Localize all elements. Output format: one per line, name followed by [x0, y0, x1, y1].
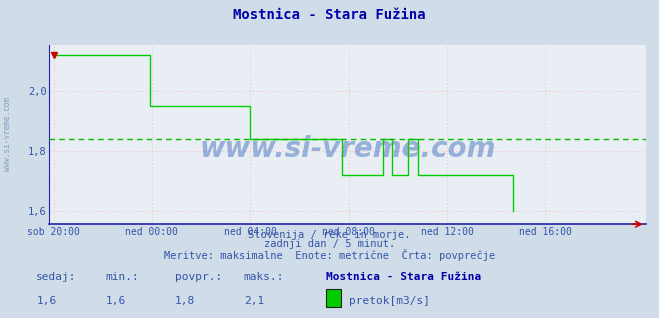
- Text: www.si-vreme.com: www.si-vreme.com: [200, 135, 496, 163]
- Text: povpr.:: povpr.:: [175, 272, 222, 282]
- Text: Slovenija / reke in morje.: Slovenija / reke in morje.: [248, 230, 411, 239]
- Text: 2,1: 2,1: [244, 296, 264, 306]
- Text: 1,8: 1,8: [175, 296, 195, 306]
- Text: Mostnica - Stara Fužina: Mostnica - Stara Fužina: [326, 272, 482, 282]
- Text: min.:: min.:: [105, 272, 139, 282]
- Text: Mostnica - Stara Fužina: Mostnica - Stara Fužina: [233, 8, 426, 22]
- Text: Meritve: maksimalne  Enote: metrične  Črta: povprečje: Meritve: maksimalne Enote: metrične Črta…: [164, 249, 495, 261]
- Text: 1,6: 1,6: [105, 296, 126, 306]
- Text: zadnji dan / 5 minut.: zadnji dan / 5 minut.: [264, 239, 395, 249]
- Text: 1,6: 1,6: [36, 296, 57, 306]
- Text: sedaj:: sedaj:: [36, 272, 76, 282]
- Text: www.si-vreme.com: www.si-vreme.com: [3, 97, 13, 170]
- Text: pretok[m3/s]: pretok[m3/s]: [349, 296, 430, 306]
- Text: maks.:: maks.:: [244, 272, 284, 282]
